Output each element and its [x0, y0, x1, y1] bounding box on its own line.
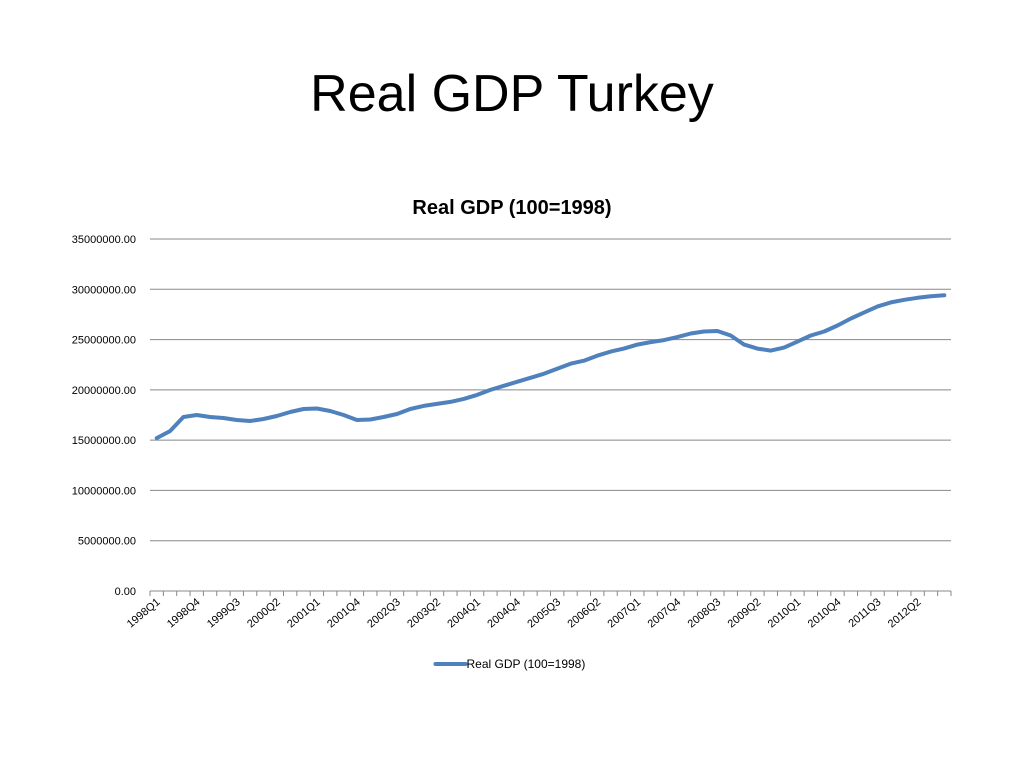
x-tick-label: 2000Q2 — [245, 596, 283, 630]
slide-title: Real GDP Turkey — [310, 65, 714, 123]
x-tick-label: 2007Q1 — [605, 596, 643, 630]
x-tick-label: 2005Q3 — [525, 596, 563, 630]
x-tick-label: 1999Q3 — [205, 596, 243, 630]
chart-title: Real GDP (100=1998) — [412, 197, 611, 219]
x-axis-labels: 1998Q1 1998Q4 1999Q3 2000Q2 2001Q1 2001Q4 2002… — [125, 596, 924, 630]
y-tick-label: 35000000.00 — [72, 234, 136, 246]
x-tick-label: 2004Q1 — [445, 596, 483, 630]
x-tick-label: 2006Q2 — [565, 596, 603, 630]
legend-label: Real GDP (100=1998) — [467, 657, 586, 671]
y-tick-label: 15000000.00 — [72, 435, 136, 447]
x-tick-label: 2003Q2 — [405, 596, 443, 630]
x-tick-label: 2012Q2 — [886, 596, 924, 630]
x-tick-label: 2010Q4 — [806, 596, 844, 630]
x-tick-label: 2011Q3 — [846, 596, 883, 630]
x-tick-label: 2001Q1 — [285, 596, 323, 630]
x-axis — [149, 590, 952, 596]
y-tick-label: 10000000.00 — [72, 485, 136, 497]
x-tick-label: 1998Q4 — [165, 596, 203, 630]
y-tick-label: 20000000.00 — [72, 385, 136, 397]
y-tick-label: 0.00 — [115, 586, 136, 598]
x-tick-label: 2008Q3 — [686, 596, 724, 630]
legend: Real GDP (100=1998) — [433, 657, 586, 671]
gridlines — [150, 238, 951, 542]
x-tick-label: 2009Q2 — [726, 596, 764, 630]
series-line — [154, 293, 947, 441]
x-tick-label: 2004Q4 — [485, 596, 523, 630]
x-tick-label: 2002Q3 — [365, 596, 403, 630]
x-tick-label: 1998Q1 — [125, 596, 163, 630]
series-layer — [154, 293, 947, 441]
y-tick-label: 25000000.00 — [72, 335, 136, 347]
x-tick-label: 2007Q4 — [646, 596, 684, 630]
y-axis-labels: 0.00 5000000.00 10000000.00 15000000.00 2000… — [72, 234, 136, 598]
x-tick-label: 2010Q1 — [766, 596, 804, 630]
x-tick-label: 2001Q4 — [325, 596, 363, 630]
y-tick-label: 5000000.00 — [78, 536, 136, 548]
y-tick-label: 30000000.00 — [72, 284, 136, 296]
